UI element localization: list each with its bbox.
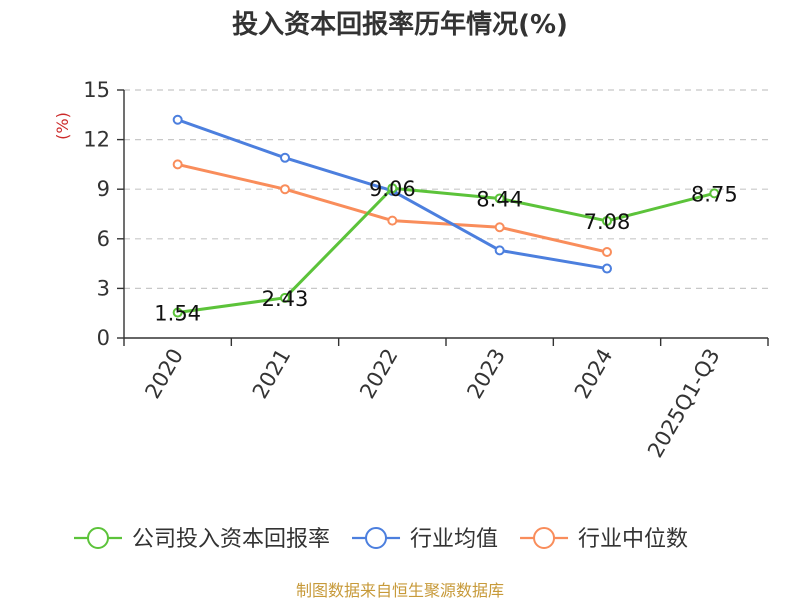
source-note: 制图数据来自恒生聚源数据库: [296, 581, 504, 600]
legend-swatch-marker: [87, 527, 109, 549]
y-tick-label: 3: [97, 276, 110, 300]
axes: [117, 89, 769, 346]
data-point: [172, 307, 183, 318]
data-point: [602, 247, 612, 258]
data-label: 8.75: [691, 182, 738, 206]
data-label: 2.43: [262, 287, 309, 311]
legend-label: 行业中位数: [578, 527, 688, 552]
x-tick-label: 2023: [462, 344, 510, 402]
x-tick-label: 2024: [570, 345, 618, 403]
x-tick-labels: 2020 2021 2022 2023 2024 2025Q1-Q3: [140, 344, 724, 461]
legend-label: 公司投入资本回报率: [132, 527, 330, 552]
y-tick-label: 6: [97, 227, 110, 251]
x-tick-label: 2022: [355, 345, 403, 403]
data-label: 9.06: [369, 177, 416, 201]
data-point: [280, 184, 290, 195]
x-tick-label: 2021: [248, 345, 296, 403]
data-point: [172, 159, 183, 170]
legend-swatch-marker: [533, 527, 556, 549]
data-point: [494, 193, 505, 204]
data-label: 1.54: [154, 302, 201, 326]
gridlines: [124, 89, 768, 289]
data-point: [709, 188, 720, 199]
legend-swatch-marker: [365, 527, 388, 549]
data-label: 7.08: [584, 210, 631, 234]
data-point: [494, 245, 505, 256]
data-point: [280, 292, 290, 303]
legend-label: 行业均值: [410, 527, 498, 552]
legend: 公司投入资本回报率 行业均值 行业中位数: [74, 527, 688, 552]
data-point: [602, 215, 612, 226]
series-lines: [172, 114, 720, 318]
data-point: [602, 263, 612, 274]
y-tick-label: 15: [83, 78, 110, 102]
y-tick-label: 0: [97, 326, 110, 350]
x-tick-label: 2025Q1-Q3: [643, 345, 725, 462]
y-tick-labels: 0 3 6 9 12 15: [83, 78, 110, 350]
data-point: [280, 152, 290, 163]
data-point: [387, 183, 398, 194]
data-point: [172, 114, 183, 125]
series-line: [177, 186, 715, 315]
data-point: [387, 215, 398, 226]
y-tick-label: 9: [97, 177, 110, 201]
data-labels: 1.54 2.43 9.06 8.44 7.08 8.75: [154, 177, 737, 325]
y-tick-label: 12: [83, 128, 110, 152]
data-point: [494, 222, 505, 233]
data-label: 8.44: [476, 187, 523, 211]
chart-title: 投入资本回报率历年情况(%): [232, 9, 568, 40]
y-axis-label: (%): [53, 112, 72, 140]
x-tick-label: 2020: [140, 345, 188, 403]
